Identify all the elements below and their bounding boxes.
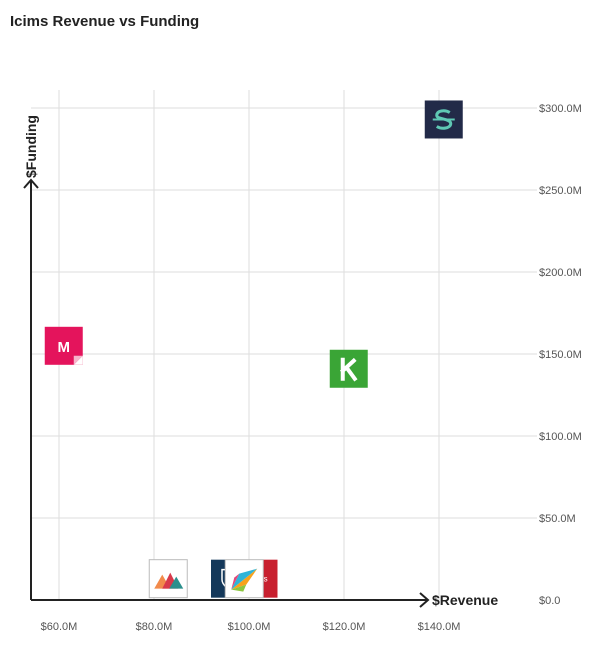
svg-text:M: M (58, 339, 71, 356)
x-axis-arrowhead (419, 592, 430, 608)
data-points: Micims (44, 100, 463, 599)
axes: $Revenue $Funding (23, 115, 498, 608)
y-tick-label: $150.0M (539, 349, 582, 361)
y-tick-label: $300.0M (539, 103, 582, 115)
magenta-m-logo[interactable]: M (44, 326, 83, 365)
y-axis-arrowhead (23, 178, 39, 189)
x-tick-label: $120.0M (323, 621, 366, 633)
x-tick-label: $60.0M (41, 621, 78, 633)
colorful-arrow-logo[interactable] (224, 559, 264, 599)
tick-labels: $60.0M $80.0M $100.0M $120.0M $140.0M $0.0 $50… (41, 103, 582, 633)
x-tick-label: $80.0M (136, 621, 173, 633)
x-tick-label: $100.0M (228, 621, 271, 633)
y-tick-label: $50.0M (539, 513, 576, 525)
y-tick-label: $250.0M (539, 185, 582, 197)
mountain-triangles-logo[interactable] (148, 559, 188, 599)
x-tick-label: $140.0M (418, 621, 461, 633)
chart-title: Icims Revenue vs Funding (10, 13, 200, 30)
grid (31, 90, 537, 600)
green-k-logo[interactable] (329, 349, 368, 388)
y-tick-label: $0.0 (539, 595, 560, 607)
y-tick-label: $200.0M (539, 267, 582, 279)
x-axis-title: $Revenue (432, 592, 498, 608)
y-tick-label: $100.0M (539, 431, 582, 443)
y-axis-title: $Funding (23, 115, 39, 178)
navy-s-logo[interactable] (424, 100, 463, 139)
